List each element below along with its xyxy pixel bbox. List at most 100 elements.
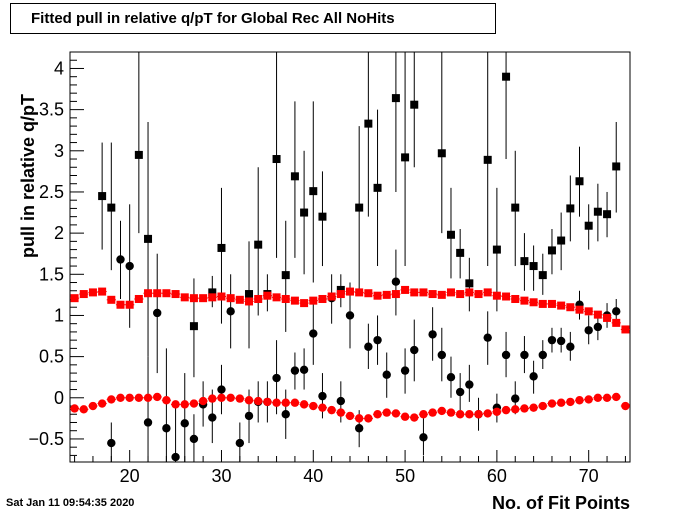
square-marker xyxy=(98,192,107,201)
square-marker xyxy=(511,203,520,212)
square-marker xyxy=(456,290,465,299)
square-marker xyxy=(373,183,382,192)
square-marker xyxy=(492,245,501,254)
square-marker xyxy=(254,294,263,303)
circle-marker xyxy=(621,401,630,411)
circle-marker xyxy=(584,326,593,335)
circle-marker xyxy=(400,366,410,375)
square-marker xyxy=(612,318,621,327)
circle-marker xyxy=(593,322,603,332)
square-marker xyxy=(502,72,511,81)
square-marker xyxy=(437,149,446,158)
y-tick-label: 0.5 xyxy=(39,347,64,367)
square-marker xyxy=(199,294,208,303)
square-marker xyxy=(566,303,575,312)
circle-marker xyxy=(180,419,189,428)
x-tick-label: 30 xyxy=(211,466,231,486)
circle-marker xyxy=(107,438,116,448)
square-marker xyxy=(107,295,116,304)
circle-marker xyxy=(373,410,382,419)
circle-marker xyxy=(428,408,437,417)
circle-marker xyxy=(336,408,346,417)
circle-marker xyxy=(345,311,355,320)
square-marker xyxy=(272,155,281,164)
square-marker xyxy=(217,243,226,252)
circle-marker xyxy=(208,413,217,422)
square-marker xyxy=(575,305,584,314)
circle-marker xyxy=(382,408,391,417)
square-marker xyxy=(318,212,327,221)
square-marker xyxy=(144,289,153,298)
square-marker xyxy=(391,94,400,103)
y-tick-label: 0 xyxy=(54,388,64,408)
circle-marker xyxy=(455,387,465,397)
square-marker xyxy=(382,290,391,299)
circle-marker xyxy=(556,398,566,407)
circle-marker xyxy=(272,398,281,407)
square-marker xyxy=(483,288,492,297)
circle-marker xyxy=(593,393,603,402)
circle-marker xyxy=(125,393,134,402)
square-marker xyxy=(318,294,327,303)
circle-marker xyxy=(446,408,456,417)
square-marker xyxy=(226,294,235,303)
square-marker xyxy=(70,294,79,303)
circle-marker xyxy=(226,307,235,316)
circle-marker xyxy=(566,397,575,407)
circle-marker xyxy=(483,409,492,418)
circle-marker xyxy=(180,400,189,409)
square-marker xyxy=(557,301,566,310)
circle-marker xyxy=(162,424,171,433)
square-marker xyxy=(428,290,437,299)
x-tick-label: 60 xyxy=(487,466,507,486)
square-marker xyxy=(144,234,153,243)
square-marker xyxy=(281,271,290,280)
circle-marker xyxy=(116,393,125,402)
square-marker xyxy=(391,290,400,299)
square-marker xyxy=(245,290,254,299)
square-marker xyxy=(364,119,373,128)
square-marker xyxy=(208,288,217,297)
square-marker xyxy=(116,300,125,309)
circle-marker xyxy=(556,336,566,346)
circle-marker xyxy=(226,393,235,402)
x-tick-label: 40 xyxy=(303,466,323,486)
circle-marker xyxy=(501,350,511,360)
circle-marker xyxy=(428,330,437,339)
y-tick-label: 1 xyxy=(54,305,64,325)
square-marker xyxy=(557,236,566,245)
square-marker xyxy=(189,322,198,331)
circle-marker xyxy=(235,394,245,403)
circle-marker xyxy=(272,373,281,383)
markers xyxy=(70,72,630,462)
circle-marker xyxy=(419,410,428,419)
circle-marker xyxy=(547,335,557,345)
circle-marker xyxy=(520,350,529,360)
square-marker xyxy=(309,187,318,196)
circle-marker xyxy=(465,380,474,389)
circle-marker xyxy=(162,396,171,405)
circle-marker xyxy=(217,393,226,402)
timestamp: Sat Jan 11 09:54:35 2020 xyxy=(6,497,135,509)
square-marker xyxy=(290,172,299,181)
circle-marker xyxy=(143,393,153,402)
circle-marker xyxy=(410,413,419,422)
circle-marker xyxy=(263,397,272,407)
square-marker xyxy=(584,307,593,316)
circle-marker xyxy=(281,398,290,407)
square-marker xyxy=(263,291,272,300)
circle-marker xyxy=(79,405,88,414)
square-marker xyxy=(171,290,180,299)
square-marker xyxy=(107,203,116,212)
circle-marker xyxy=(437,350,447,360)
square-marker xyxy=(364,289,373,298)
square-marker xyxy=(612,162,621,171)
circle-marker xyxy=(437,406,447,416)
circle-marker xyxy=(400,412,410,421)
circle-marker xyxy=(153,392,162,402)
circle-marker xyxy=(511,405,520,414)
square-marker xyxy=(474,290,483,299)
circle-marker xyxy=(299,400,309,409)
circle-marker xyxy=(483,333,492,342)
square-marker xyxy=(603,210,612,219)
